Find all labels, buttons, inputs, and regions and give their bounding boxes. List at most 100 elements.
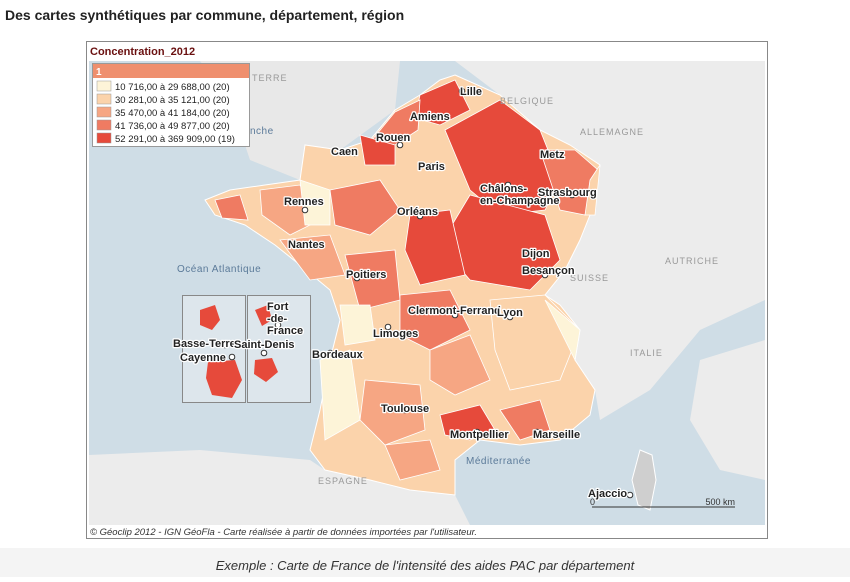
- city-marker: [384, 323, 392, 331]
- country-label: ALLEMAGNE: [580, 127, 644, 137]
- city-label-line: Bordeaux: [312, 349, 364, 361]
- legend-swatch: [96, 93, 112, 105]
- city-label-line: en-Champagne: [480, 195, 559, 207]
- legend-swatch: [96, 132, 112, 144]
- city-label: Metz: [540, 149, 565, 161]
- department: [404, 209, 466, 286]
- city-marker: [221, 341, 229, 349]
- reunion: [254, 358, 278, 382]
- legend-label: 35 470,00 à 41 184,00 (20): [115, 108, 230, 119]
- city-label: Caen: [331, 146, 358, 158]
- city-label-line: Toulouse: [381, 403, 429, 415]
- legend-swatch: [96, 119, 112, 131]
- city-marker: [529, 251, 537, 259]
- city-label-line: Lille: [460, 86, 482, 98]
- city-label: Bordeaux: [312, 349, 364, 361]
- city-label-line: Clermont-Ferrand: [408, 305, 501, 317]
- city-label: Paris: [418, 161, 445, 173]
- city-label: Ajaccio: [588, 488, 627, 500]
- city-label-line: Montpellier: [450, 429, 509, 441]
- legend-header: 1: [96, 67, 102, 78]
- city-label-line: France: [267, 325, 303, 337]
- city-marker: [458, 87, 466, 95]
- legend-label: 41 736,00 à 49 877,00 (20): [115, 121, 230, 132]
- city-label-line: Metz: [540, 149, 565, 161]
- city-label-line: Orléans: [397, 206, 438, 218]
- city-label-line: Cayenne: [180, 352, 226, 364]
- legend-label: 52 291,00 à 369 909,00 (19): [115, 134, 235, 145]
- city-label: Rennes: [284, 196, 324, 208]
- city-label-line: Marseille: [533, 429, 580, 441]
- city-label: Lyon: [497, 307, 523, 319]
- city-marker: [274, 321, 282, 329]
- city-marker: [326, 349, 334, 357]
- legend-label: 10 716,00 à 29 688,00 (20): [115, 82, 230, 93]
- city-label: Amiens: [410, 111, 450, 123]
- legend-swatch: [96, 106, 112, 118]
- country-label: BELGIQUE: [500, 96, 554, 106]
- city-label: Orléans: [397, 206, 438, 218]
- city-label: Saint-Denis: [234, 339, 295, 351]
- department: [371, 99, 421, 146]
- city-label: Fort -de-France: [267, 301, 303, 337]
- martinique: [255, 305, 272, 326]
- city-marker: [416, 212, 424, 220]
- city-marker: [351, 149, 359, 157]
- department: [214, 194, 249, 221]
- department: [384, 439, 441, 481]
- city-marker: [260, 349, 268, 357]
- sea-label: nche: [250, 126, 274, 137]
- caption-band: [0, 548, 850, 577]
- city-label: Châlons-en-Champagne: [480, 183, 559, 207]
- city-marker: [568, 191, 576, 199]
- city-marker: [301, 240, 309, 248]
- city-label-line: Amiens: [410, 111, 450, 123]
- department: [444, 99, 561, 216]
- city-label: Lille: [460, 86, 482, 98]
- city-label: Clermont-Ferrand: [408, 305, 501, 317]
- italy-land: [690, 340, 765, 480]
- department: [329, 179, 401, 236]
- guadeloupe: [200, 305, 220, 330]
- city-label: Marseille: [533, 429, 580, 441]
- city-label-line: Limoges: [373, 328, 418, 340]
- city-label-line: Lyon: [497, 307, 523, 319]
- legend-swatch: [96, 80, 112, 92]
- city-label-line: Dijon: [522, 248, 550, 260]
- city-marker: [541, 151, 549, 159]
- city-label-line: Caen: [331, 146, 358, 158]
- sea-label: Océan Atlantique: [177, 264, 261, 275]
- city-label: Cayenne: [180, 352, 226, 364]
- city-label-line: Châlons-: [480, 183, 527, 195]
- city-label-line: Paris: [418, 161, 445, 173]
- country-label: ITALIE: [630, 348, 663, 358]
- caption: Exemple : Carte de France de l'intensité…: [216, 558, 636, 573]
- city-marker: [401, 406, 409, 414]
- city-marker: [451, 311, 459, 319]
- department: [584, 164, 601, 216]
- legend: 1 10 716,00 à 29 688,00 (20) 30 281,00 à …: [92, 63, 250, 147]
- city-label: Nantes: [288, 239, 325, 251]
- city-marker: [533, 428, 541, 436]
- city-label: Rouen: [376, 132, 411, 144]
- city-label: Limoges: [373, 328, 418, 340]
- france: [204, 74, 601, 496]
- city-marker: [228, 353, 236, 361]
- department: [399, 289, 471, 351]
- city-label-line: Strasbourg: [538, 187, 597, 199]
- city-label: Toulouse: [381, 403, 429, 415]
- page-title: Des cartes synthétiques par commune, dép…: [5, 7, 404, 23]
- spain-land: [89, 450, 470, 525]
- guyane: [206, 360, 242, 398]
- corsica: [631, 449, 657, 511]
- country-label: AUTRICHE: [665, 256, 719, 266]
- legend-label: 30 281,00 à 35 121,00 (20): [115, 95, 230, 106]
- city-label: Besançon: [522, 265, 575, 277]
- city-marker: [421, 113, 429, 121]
- city-label: Poitiers: [346, 269, 386, 281]
- city-label-line: Rouen: [376, 132, 411, 144]
- department: [359, 379, 426, 446]
- city-label-line: Fort: [267, 301, 289, 313]
- city-label-line: Saint-Denis: [234, 339, 295, 351]
